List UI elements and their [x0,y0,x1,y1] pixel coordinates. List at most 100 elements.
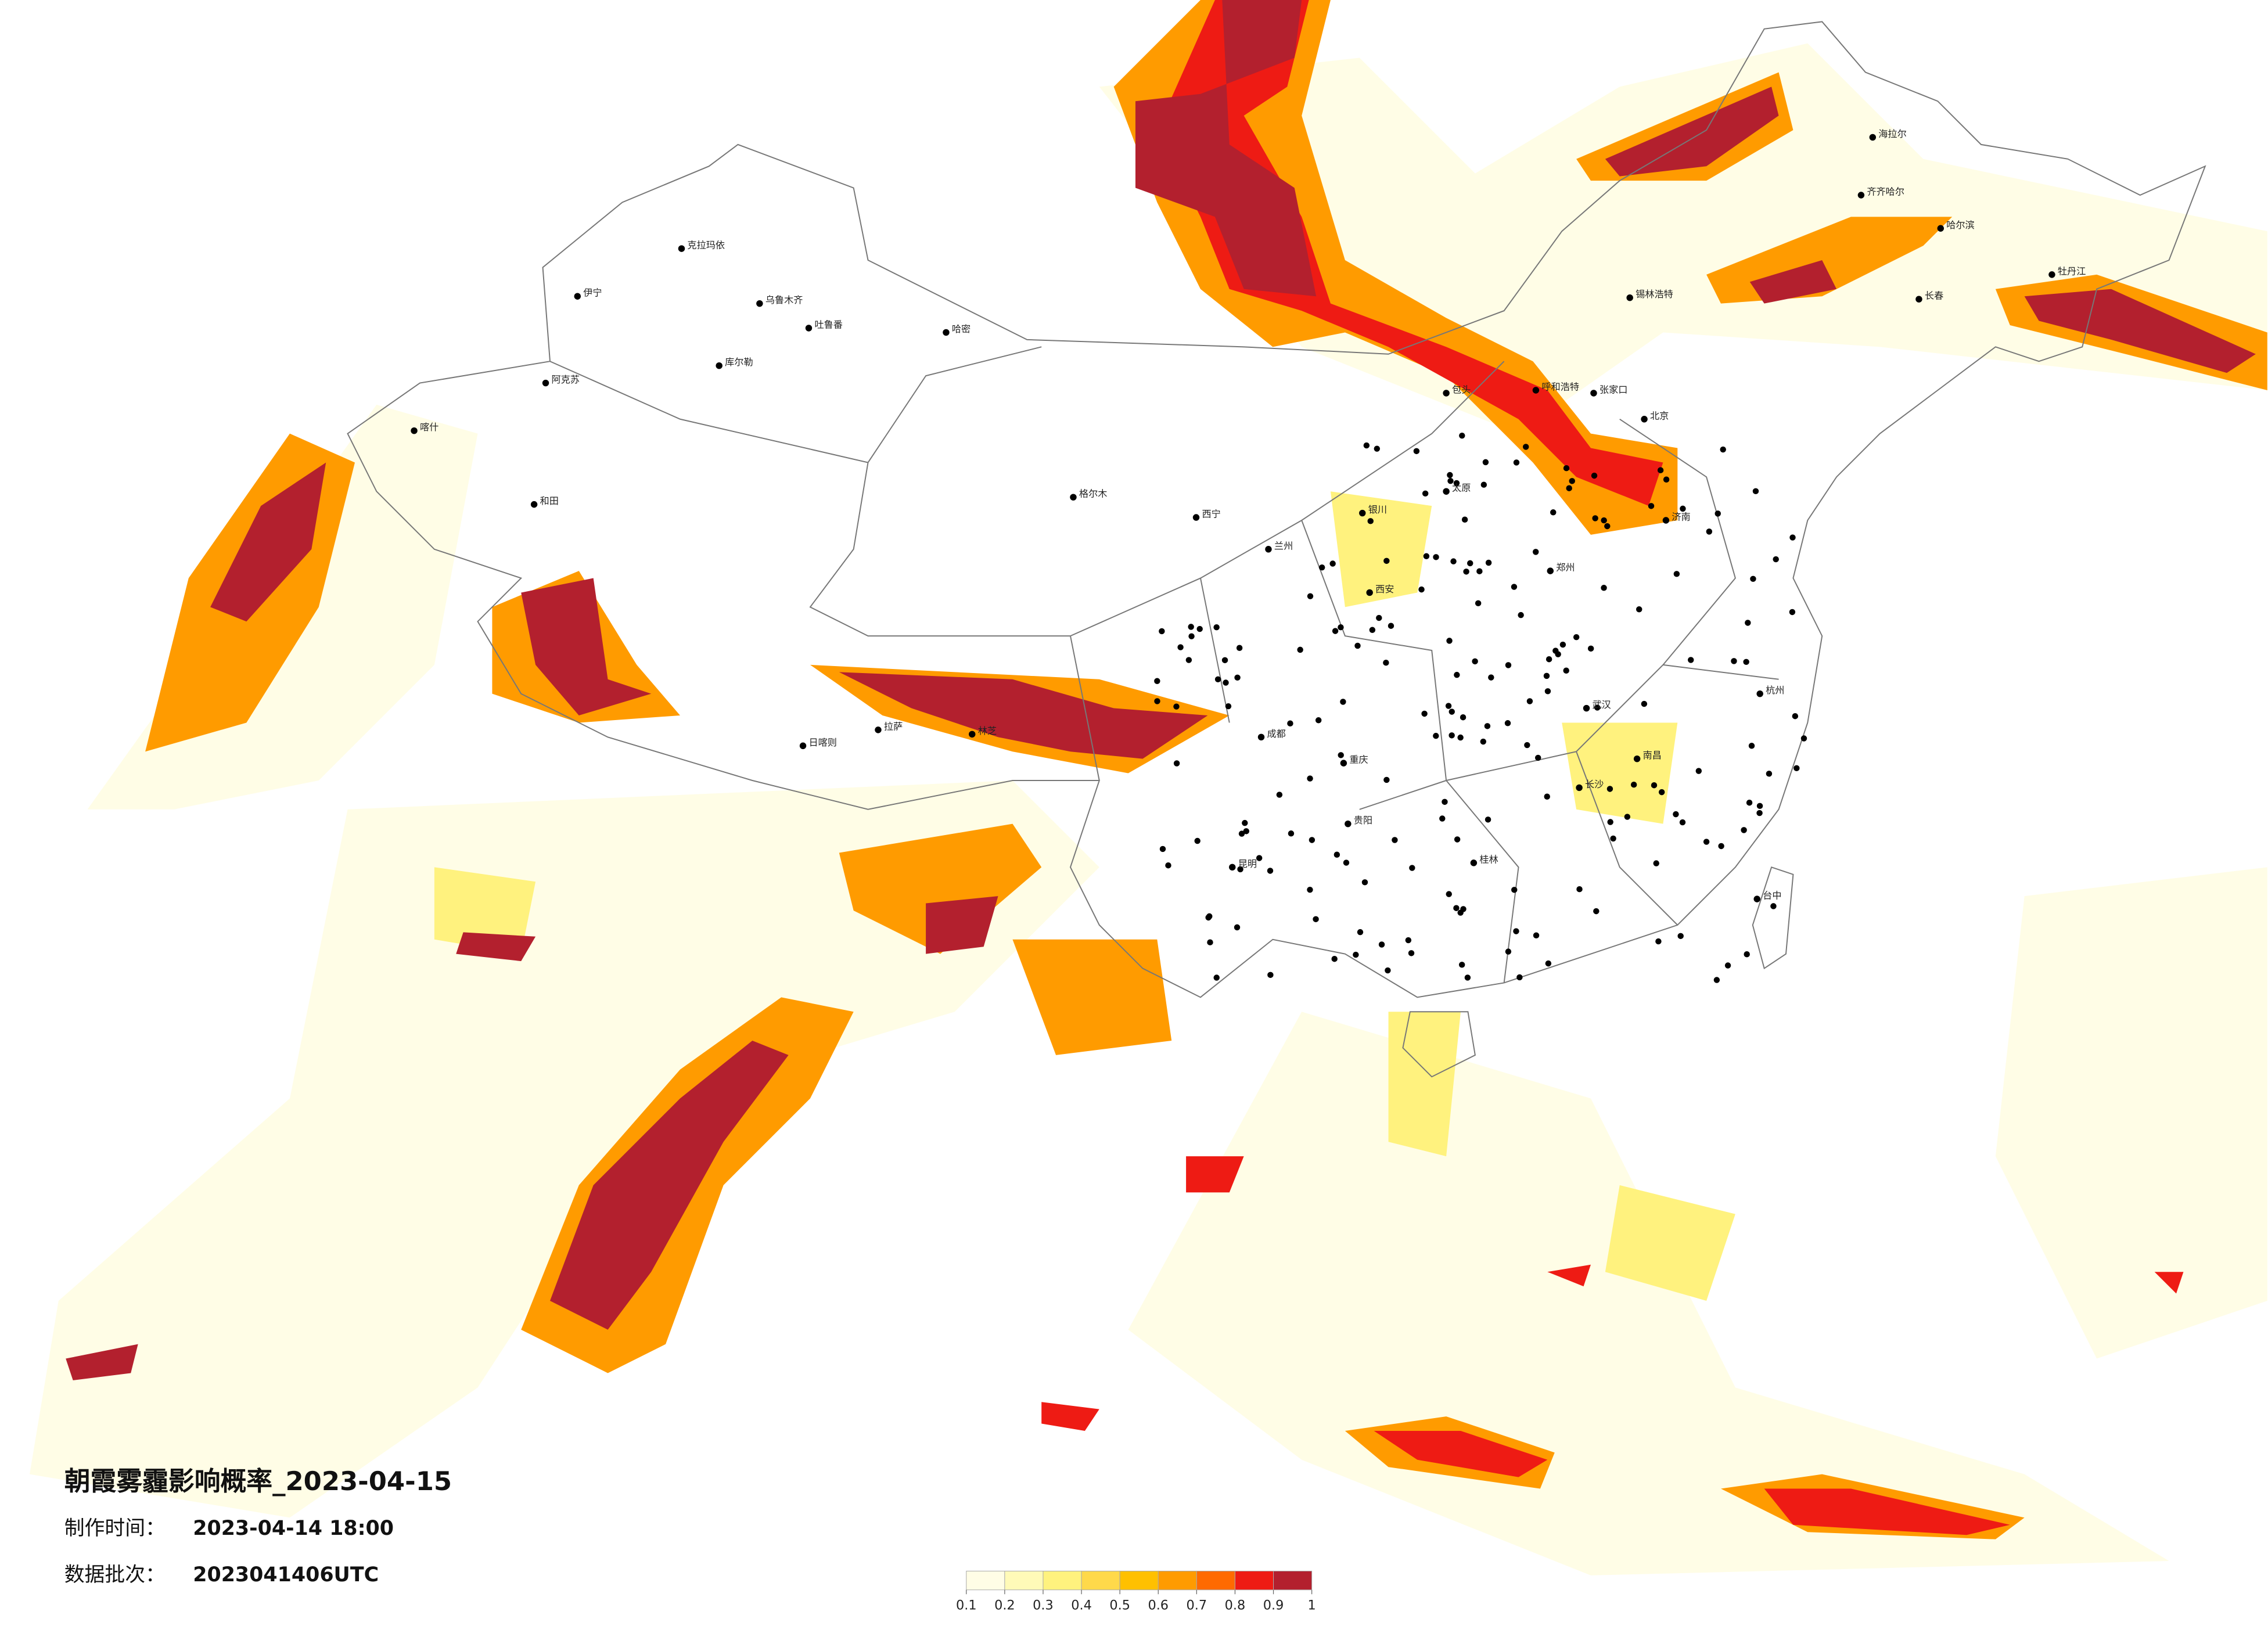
city-dot [1641,700,1648,707]
city-dot [1752,488,1759,495]
city-dot [1238,830,1245,837]
city-dot [1653,860,1659,866]
city-dot [1648,503,1655,509]
city-dot [1177,644,1184,650]
city-dot [1505,948,1512,955]
city-dot [1857,192,1865,199]
city-dot [1378,941,1385,948]
city-label: 武汉 [1592,699,1611,710]
city-dot [1331,956,1338,962]
city-dot [1461,516,1468,523]
city-dot [805,325,813,332]
city-dot [1357,929,1364,936]
city-dot [1383,776,1390,783]
city-dot [1688,657,1694,663]
city-dot [1363,442,1370,449]
fog-area [66,462,998,1380]
city-dot [1607,819,1613,825]
colorbar-cell [1158,1570,1197,1591]
city-dot [1713,977,1720,983]
city-label: 郑州 [1556,562,1575,573]
city-dot [1484,723,1491,729]
colorbar-cell [1043,1570,1082,1591]
city-dot [943,329,950,336]
city-label: 格尔木 [1079,488,1107,499]
city-dot [1744,951,1750,958]
city-dot [1448,708,1455,715]
city-dot [1626,294,1633,301]
city-dot [1276,792,1283,798]
batch: 2023041406UTC [193,1563,379,1587]
city-dot [1550,509,1557,516]
city-label: 呼和浩特 [1541,382,1579,393]
city-dot [1309,837,1315,843]
city-dot [1236,645,1243,651]
city-dot [1237,866,1243,873]
city-dot [530,501,538,508]
city-dot [1516,974,1523,981]
city-dot [1267,868,1274,874]
city-dot [1185,657,1192,663]
city-dot [1513,928,1519,934]
city-dot [678,245,685,252]
colorbar-tick-label: 0.3 [1033,1598,1054,1613]
city-dot [1454,671,1460,678]
province-border [549,346,1779,983]
city-label: 贵阳 [1354,815,1372,826]
city-dot [1242,819,1248,826]
city-dot [1408,950,1415,956]
city-dot [1504,720,1511,726]
fog-field [29,0,2267,1575]
city-dot [1446,638,1453,644]
city-dot [1188,633,1195,639]
city-dot [1576,784,1583,792]
city-dot [1522,444,1529,450]
city-dot [1340,760,1347,767]
city-dot [1636,606,1642,613]
city-dot [1718,843,1724,850]
city-dot [1766,771,1773,777]
city-label: 济南 [1672,512,1690,523]
city-label: 克拉玛依 [687,240,725,251]
colorbar-cell [1004,1570,1044,1591]
city-dot [1720,446,1726,453]
colorbar-cell [1119,1570,1159,1591]
city-dot [1505,662,1512,668]
city-label: 包头 [1452,384,1471,395]
city-dot [1610,835,1616,842]
city-dot [1439,815,1446,822]
city-dot [1511,887,1518,893]
city-dot [1680,505,1686,512]
city-dot [1770,903,1777,909]
colorbar-tick-label: 0.5 [1109,1598,1130,1613]
borders [347,21,2206,1078]
city-dot [1159,628,1165,635]
city-dot [1573,634,1580,641]
country-border [347,21,2206,998]
city-dot [1354,642,1361,649]
city-dot [1256,855,1263,861]
city-dot [1423,553,1430,560]
fog-area [839,672,1208,759]
city-dot [1192,514,1200,521]
issue-time: 2023-04-14 18:00 [193,1517,394,1540]
city-dot [799,742,807,749]
city-dot [1756,810,1763,816]
city-dot [1433,554,1439,560]
city-dot [1651,782,1658,789]
city-dot [1485,559,1492,566]
city-dot [1297,646,1303,653]
city-dot [1673,811,1679,818]
city-dot [1488,674,1494,681]
city-dot [1194,837,1201,844]
city-dot [1353,951,1359,958]
city-label: 哈尔滨 [1946,220,1974,231]
city-dot [1695,768,1702,774]
city-label: 西宁 [1202,509,1220,520]
city-dot [1545,656,1552,663]
city-dot [1366,589,1373,596]
city-dot [1869,134,1877,141]
colorbar-tick-label: 0.4 [1071,1598,1092,1613]
